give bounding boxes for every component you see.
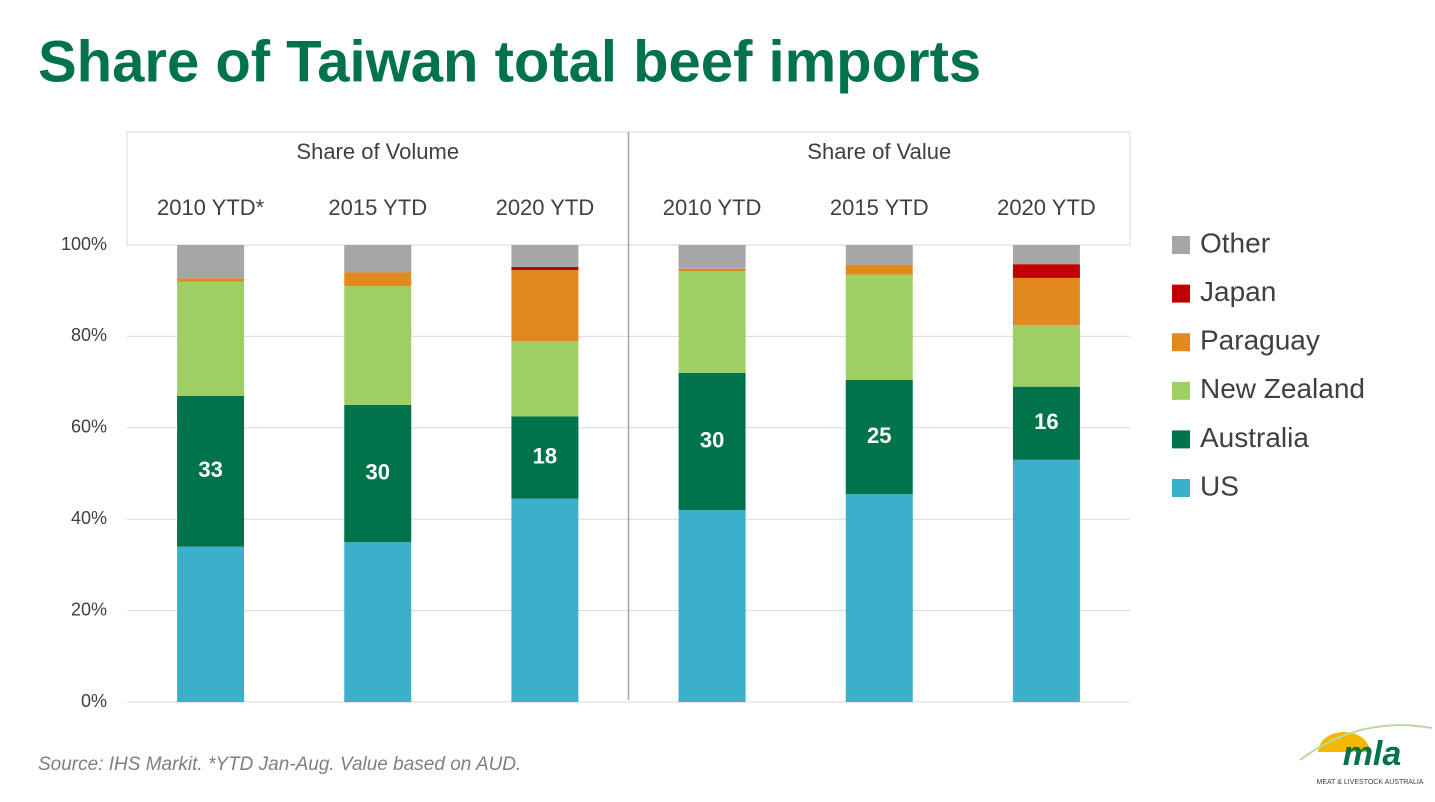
legend-label: Other [1200, 227, 1270, 258]
y-tick-label: 80% [71, 325, 107, 345]
logo-text: mla [1343, 735, 1402, 773]
source-note: Source: IHS Markit. *YTD Jan-Aug. Value … [38, 754, 521, 775]
bar-segment [344, 542, 412, 702]
bar-segment [177, 546, 245, 702]
data-label: 30 [366, 459, 390, 484]
x-category-label: 2015 YTD [328, 195, 427, 220]
bar-segment [511, 416, 579, 499]
group-label: Share of Volume [296, 139, 459, 164]
logo-tagline: MEAT & LIVESTOCK AUSTRALIA [1317, 779, 1424, 786]
legend-swatch [1172, 236, 1190, 254]
y-tick-label: 0% [81, 691, 107, 711]
bar-segment [177, 395, 245, 547]
data-label: 30 [700, 427, 724, 452]
legend-swatch [1172, 430, 1190, 449]
y-tick-label: 40% [71, 508, 107, 528]
data-label: 33 [198, 457, 222, 482]
legend-label: New Zealand [1200, 373, 1365, 404]
legend-swatch [1172, 479, 1190, 497]
legend-label: Paraguay [1200, 325, 1320, 356]
bar-segment [177, 245, 245, 279]
bar-segment [845, 494, 913, 702]
legend-swatch [1172, 333, 1190, 352]
bar-segment [511, 340, 579, 417]
bar-segment [678, 271, 746, 373]
logo-arc [1299, 724, 1433, 761]
bar-segment [678, 245, 746, 269]
bar-segment [845, 245, 913, 265]
bar-segment [845, 274, 913, 380]
group-label: Share of Value [807, 139, 951, 164]
bar-segment [678, 268, 746, 272]
legend-label: US [1200, 470, 1239, 501]
bar-segment [678, 510, 746, 702]
legend-label: Australia [1200, 422, 1309, 453]
chart-title: Share of Taiwan total beef imports [38, 29, 981, 94]
bar-segment [845, 264, 913, 275]
y-tick-label: 100% [61, 234, 107, 254]
bar-segment [1012, 324, 1080, 387]
data-label: 25 [867, 423, 891, 448]
bar-segment [1012, 277, 1080, 325]
y-tick-label: 20% [71, 599, 107, 619]
bar-segment [344, 245, 412, 273]
data-label: 16 [1034, 409, 1058, 434]
bar-segment [1012, 386, 1080, 460]
bar-segment [344, 404, 412, 543]
bar-segment [177, 281, 245, 396]
legend-label: Japan [1200, 276, 1276, 307]
bar-segment [511, 266, 579, 271]
bar-segment [511, 270, 579, 341]
x-category-label: 2020 YTD [496, 195, 595, 220]
x-category-label: 2020 YTD [997, 195, 1096, 220]
legend-swatch [1172, 381, 1190, 400]
x-category-label: 2015 YTD [830, 195, 929, 220]
x-category-label: 2010 YTD [663, 195, 762, 220]
bar-segment [344, 272, 412, 287]
bar-segment [1012, 459, 1080, 702]
x-category-label: 2010 YTD* [157, 195, 265, 220]
logo: mla MEAT & LIVESTOCK AUSTRALIA [1299, 724, 1433, 786]
logo-sun [1318, 732, 1370, 752]
bar-segment [678, 372, 746, 511]
bar-segment [511, 245, 579, 267]
legend-swatch [1172, 284, 1190, 303]
bar-segment [1012, 245, 1080, 265]
bar-segment [177, 278, 245, 282]
data-label: 18 [533, 443, 557, 468]
bar-segment [511, 498, 579, 702]
bar-segment [845, 379, 913, 495]
bar-segment [344, 286, 412, 405]
bar-segment [1012, 264, 1080, 278]
y-tick-label: 60% [71, 417, 107, 437]
